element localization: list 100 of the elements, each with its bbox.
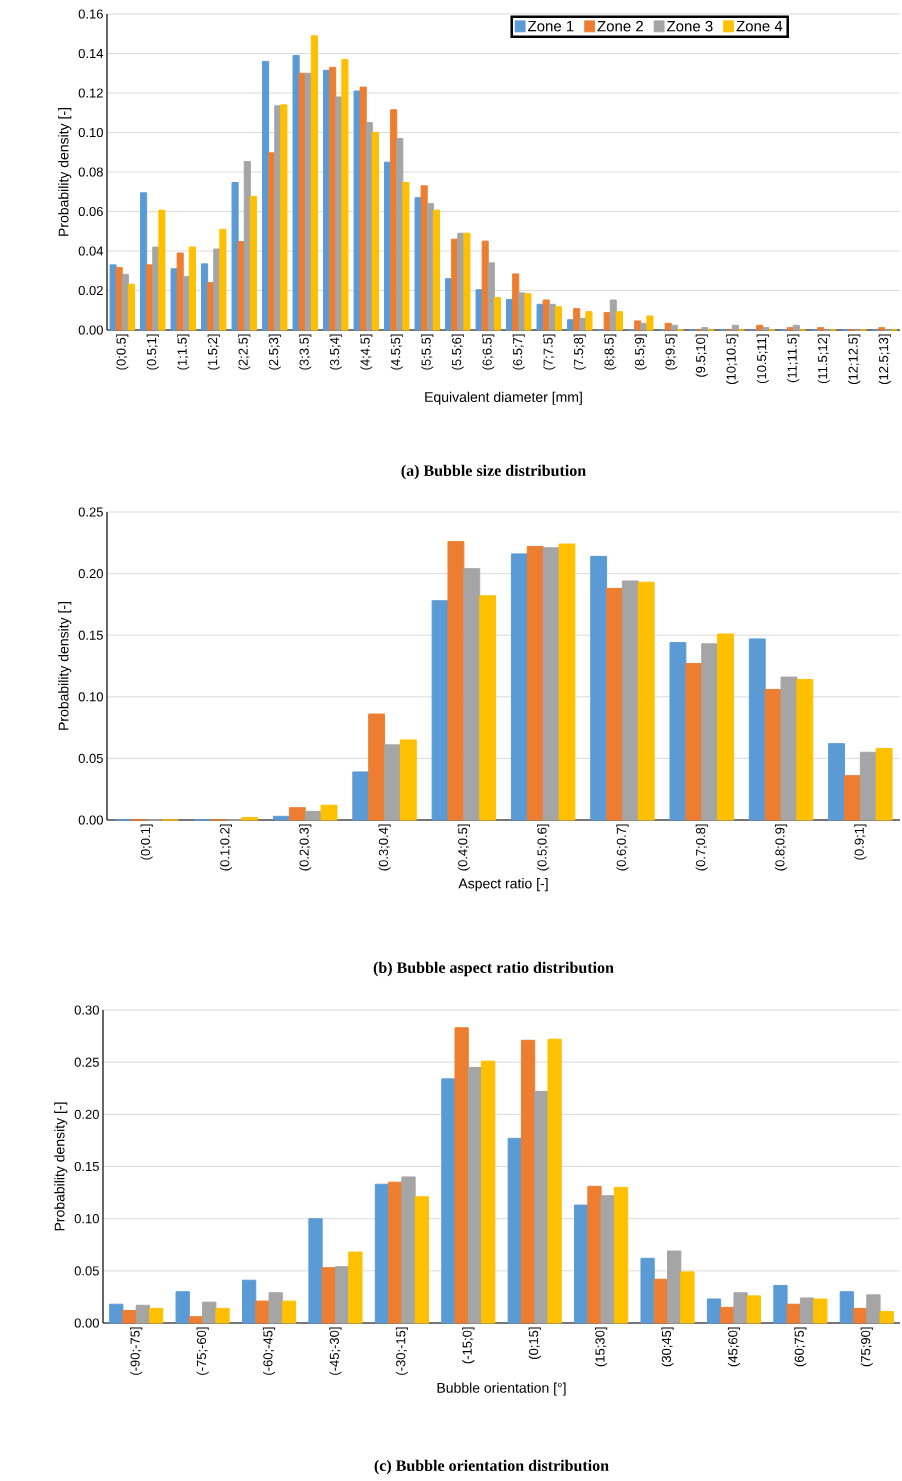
x-tick-label: (5;5.5] xyxy=(421,334,434,370)
bar xyxy=(414,1196,429,1324)
y-tick-label: 0.06 xyxy=(78,206,103,217)
x-tick-label: (3.5;4] xyxy=(329,334,342,370)
bar xyxy=(585,311,593,331)
bar xyxy=(547,1038,562,1324)
legend-label: Zone 4 xyxy=(736,20,783,32)
bar xyxy=(615,311,623,331)
y-tick-label: 0.15 xyxy=(78,630,103,640)
bar xyxy=(669,642,687,821)
bar xyxy=(701,643,719,821)
bar xyxy=(590,555,608,821)
bar xyxy=(756,324,764,331)
x-tick-label: (4.5;5] xyxy=(390,334,403,370)
bar xyxy=(320,804,338,821)
x-axis-title: Equivalent diameter [mm] xyxy=(425,391,582,405)
bar xyxy=(281,1300,297,1324)
x-tick-label: (9;9.5] xyxy=(665,334,678,370)
bar xyxy=(748,638,766,821)
bar xyxy=(454,1027,469,1324)
bar xyxy=(510,553,528,821)
y-tick-label: 0.05 xyxy=(78,753,103,764)
bar xyxy=(298,72,306,331)
bar xyxy=(237,241,245,331)
bar xyxy=(321,1267,336,1324)
bar xyxy=(268,1292,283,1324)
bar xyxy=(304,810,322,821)
x-tick-label: (0.4;0.5] xyxy=(457,824,470,871)
x-tick-label: (8.5;9] xyxy=(634,334,647,370)
x-tick-label: (5.5;6] xyxy=(451,334,464,370)
bar xyxy=(219,228,227,331)
bar xyxy=(792,324,800,331)
bar xyxy=(786,1303,801,1324)
x-tick-label: (0.3;0.4] xyxy=(378,824,391,871)
x-tick-label: (0.1;0.2] xyxy=(219,824,233,871)
bar xyxy=(843,775,861,821)
bar xyxy=(368,713,386,821)
bar xyxy=(308,1218,323,1324)
y-tick-label: 0.25 xyxy=(74,1057,99,1067)
bar xyxy=(637,581,655,821)
x-tick-label: (11.5;12] xyxy=(817,334,830,384)
bar xyxy=(493,297,501,331)
x-tick-label: (9.5;10] xyxy=(695,334,708,377)
x-tick-label: (6.5;7] xyxy=(512,334,525,370)
bar xyxy=(587,1185,602,1324)
x-tick-label: (0;15] xyxy=(528,1327,541,1359)
bar xyxy=(680,1271,695,1324)
bar xyxy=(201,263,209,331)
x-tick-label: (0.8;0.9] xyxy=(774,824,788,871)
y-tick-label: 0.08 xyxy=(78,167,103,177)
y-tick-label: 0.15 xyxy=(74,1161,99,1172)
x-tick-label: (15;30] xyxy=(595,1327,608,1367)
x-tick-label: (7.5;8] xyxy=(573,334,586,370)
y-tick-label: 0.25 xyxy=(78,507,103,517)
bar xyxy=(109,1303,124,1324)
legend-label: Zone 1 xyxy=(528,20,574,32)
bar xyxy=(374,1183,390,1324)
bar xyxy=(574,1204,589,1324)
bar xyxy=(310,35,318,331)
bar xyxy=(534,1090,549,1324)
y-tick-label: 0.20 xyxy=(78,569,103,579)
x-tick-label: (8;8.5] xyxy=(604,334,617,370)
bar xyxy=(463,568,481,821)
bar xyxy=(481,1060,496,1324)
x-tick-label: (10;10.5] xyxy=(726,334,739,385)
bar xyxy=(878,327,886,331)
x-tick-label: (1.5;2] xyxy=(207,334,220,370)
bar xyxy=(554,306,562,331)
bar xyxy=(813,1298,828,1324)
bar xyxy=(371,132,379,331)
bar xyxy=(388,1181,403,1324)
x-tick-label: (6;6.5] xyxy=(482,334,495,370)
bar xyxy=(646,315,654,331)
bar xyxy=(399,739,417,821)
bar xyxy=(188,1316,204,1324)
bar xyxy=(359,86,367,331)
x-tick-label: (0.7;0.8] xyxy=(695,824,708,871)
bar xyxy=(432,209,440,331)
bar xyxy=(384,744,401,821)
y-tick-label: 0.14 xyxy=(78,48,104,59)
bar xyxy=(241,1279,257,1324)
x-axis-title: Aspect ratio [-] xyxy=(458,878,548,892)
text: (b) Bubble aspect ratio distribution xyxy=(373,961,614,977)
bar xyxy=(127,283,135,331)
x-tick-label: (0;0.5] xyxy=(116,334,129,370)
x-tick-label: (10.5;11] xyxy=(756,334,769,384)
bar xyxy=(512,273,520,331)
bar xyxy=(773,1284,788,1324)
x-tick-label: (-75;-60] xyxy=(196,1327,209,1375)
bar xyxy=(558,543,576,821)
x-tick-label: (-45;-30] xyxy=(329,1327,342,1375)
y-axis-title: Probability density [-] xyxy=(54,1102,68,1231)
bar xyxy=(706,1298,722,1324)
x-axis-title: Bubble orientation [°] xyxy=(437,1382,566,1396)
y-axis-title: Probability density [-] xyxy=(58,108,72,236)
text: (a) Bubble size distribution xyxy=(401,464,586,480)
x-tick-label: (30;45] xyxy=(661,1327,674,1367)
x-tick-label: (0.5;1] xyxy=(146,334,159,370)
bar xyxy=(875,748,893,821)
y-tick-label: 0.12 xyxy=(78,88,103,98)
